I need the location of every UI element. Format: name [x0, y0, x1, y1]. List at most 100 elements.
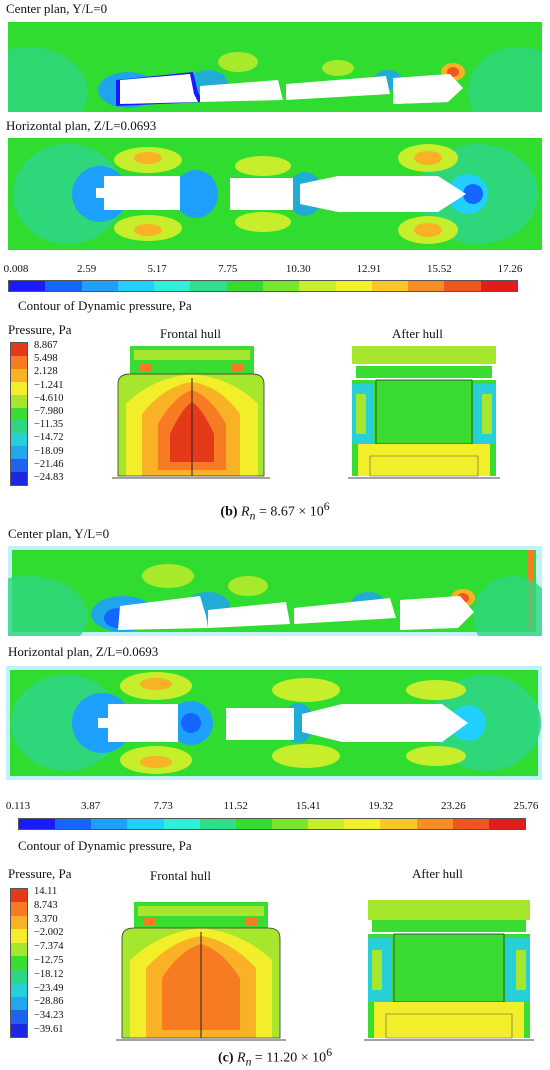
caption-b: (b) Rn = 8.67 × 106: [0, 500, 550, 522]
caption-symbol-b: R: [241, 504, 250, 520]
center-plan-contour-c: [8, 546, 542, 636]
colorbar-segment: [190, 281, 227, 291]
pressure-level-label: −21.46: [34, 458, 64, 470]
center-plan-title-b: Center plan, Y/L=0: [6, 1, 108, 16]
pressure-colorbar-segment: [11, 942, 27, 957]
contour-title-c: Contour of Dynamic pressure, Pa: [18, 838, 192, 853]
pressure-level-label: −28.86: [34, 996, 64, 1008]
colorbar-tick-label: 19.32: [368, 800, 394, 812]
colorbar-segment: [271, 819, 309, 829]
colorbar-segment: [488, 819, 525, 829]
pressure-level-label: −1.241: [34, 379, 64, 391]
caption-letter-b: (b): [220, 504, 238, 520]
colorbar-tick-label: 25.76: [513, 800, 539, 812]
pressure-colorbar-segment: [11, 459, 27, 473]
colorbar-tick-label: 12.91: [356, 263, 382, 275]
pressure-level-label: −11.35: [34, 419, 64, 431]
colorbar-tick-label: 11.52: [223, 800, 248, 812]
pressure-legend-title-c: Pressure, Pa: [8, 866, 72, 881]
pressure-colorbar-segment: [11, 983, 27, 997]
colorbar-segment: [235, 819, 272, 829]
pressure-colorbar-segment: [11, 889, 27, 903]
frontal-hull-label-c: Frontal hull: [150, 868, 212, 883]
after-hull-contour-b: [348, 344, 500, 482]
horizontal-plan-title-c: Horizontal plan, Z/L=0.0693: [8, 644, 159, 659]
colorbar-segment: [19, 819, 56, 829]
caption-value-b: = 8.67 × 10: [255, 504, 324, 520]
after-hull-label-b: After hull: [392, 326, 443, 341]
frontal-hull-contour-c: [116, 898, 286, 1044]
colorbar-tick-label: 17.26: [497, 263, 523, 275]
frontal-hull-contour-b: [112, 344, 270, 482]
colorbar-tick-label: 23.26: [441, 800, 466, 812]
pressure-level-label: 2.128: [34, 366, 58, 378]
colorbar-segment: [163, 819, 200, 829]
colorbar-segment: [452, 819, 489, 829]
caption-sub-b: n: [249, 509, 256, 523]
pressure-colorbar-segment: [11, 956, 27, 970]
pressure-colorbar-segment: [11, 902, 27, 916]
colorbar-segment: [408, 281, 445, 291]
pressure-colorbar-segment: [11, 381, 27, 395]
colorbar-segment: [55, 819, 92, 829]
pressure-level-label: −39.61: [34, 1024, 64, 1035]
colorbar-segment: [91, 819, 128, 829]
pressure-level-label: 14.11: [34, 886, 58, 897]
pressure-level-label: −34.23: [34, 1010, 64, 1022]
pressure-legend-title-b: Pressure, Pa: [8, 322, 72, 337]
pressure-colorbar-segment: [11, 433, 27, 447]
caption-sub-c: n: [245, 1055, 252, 1069]
frontal-hull-label-b: Frontal hull: [160, 326, 222, 341]
colorbar-segment: [262, 281, 300, 291]
colorbar-segment: [480, 281, 517, 291]
pressure-level-label: −12.75: [34, 955, 64, 966]
center-plan-contour-b: [8, 22, 542, 112]
colorbar-tick-label: 7.73: [153, 800, 173, 812]
pressure-level-label: −2.002: [34, 927, 64, 939]
colorbar-segment: [117, 281, 155, 291]
horizontal-plan-title-b: Horizontal plan, Z/L=0.0693: [6, 118, 157, 133]
caption-exp-b: 6: [323, 500, 330, 513]
colorbar-segment: [45, 281, 82, 291]
caption-symbol-c: R: [237, 1050, 246, 1066]
colorbar-segment: [308, 819, 345, 829]
colorbar-segment: [371, 281, 409, 291]
horizontal-plan-contour-c: [6, 666, 542, 780]
colorbar-segment: [81, 281, 118, 291]
colorbar-segment: [444, 281, 481, 291]
pressure-level-label: 5.498: [34, 353, 58, 365]
pressure-colorbar-segment: [11, 343, 27, 356]
colorbar-tick-label: 15.41: [295, 800, 321, 812]
after-hull-label-c: After hull: [412, 866, 463, 881]
pressure-colorbar-segment: [11, 1010, 27, 1024]
pressure-colorbar-c: [10, 888, 28, 1038]
pressure-level-label: −14.72: [34, 432, 64, 444]
pressure-level-label: 3.370: [34, 913, 58, 925]
colorbar-segment: [299, 281, 336, 291]
dynamic-pressure-colorbar-b: [8, 280, 518, 292]
pressure-colorbar-segment: [11, 420, 27, 434]
pressure-level-label: 8.743: [34, 899, 58, 911]
pressure-colorbar-segment: [11, 394, 27, 408]
pressure-level-label: −23.49: [34, 982, 64, 994]
colorbar-segment: [154, 281, 191, 291]
horizontal-plan-contour-b: [8, 138, 542, 250]
colorbar-tick-label: 5.17: [147, 263, 167, 275]
colorbar-tick-label: 3.87: [80, 800, 101, 812]
colorbar-tick-label: 7.75: [218, 263, 238, 275]
caption-exp-c: 6: [326, 1046, 333, 1059]
pressure-colorbar-segment: [11, 355, 27, 369]
colorbar-tick-label: 0.008: [3, 263, 29, 275]
caption-letter-c: (c): [217, 1050, 234, 1066]
colorbar-tick-label: 2.59: [76, 263, 97, 275]
caption-c: (c) Rn = 11.20 × 106: [0, 1046, 550, 1068]
colorbar-segment: [335, 281, 372, 291]
pressure-colorbar-b: [10, 342, 28, 486]
center-plan-title-c: Center plan, Y/L=0: [8, 526, 110, 541]
colorbar-tick-label: 10.30: [285, 263, 311, 275]
colorbar-segment: [344, 819, 381, 829]
colorbar-segment: [380, 819, 417, 829]
colorbar-segment: [127, 819, 164, 829]
pressure-colorbar-segment: [11, 472, 27, 485]
pressure-level-label: −7.980: [34, 406, 64, 417]
